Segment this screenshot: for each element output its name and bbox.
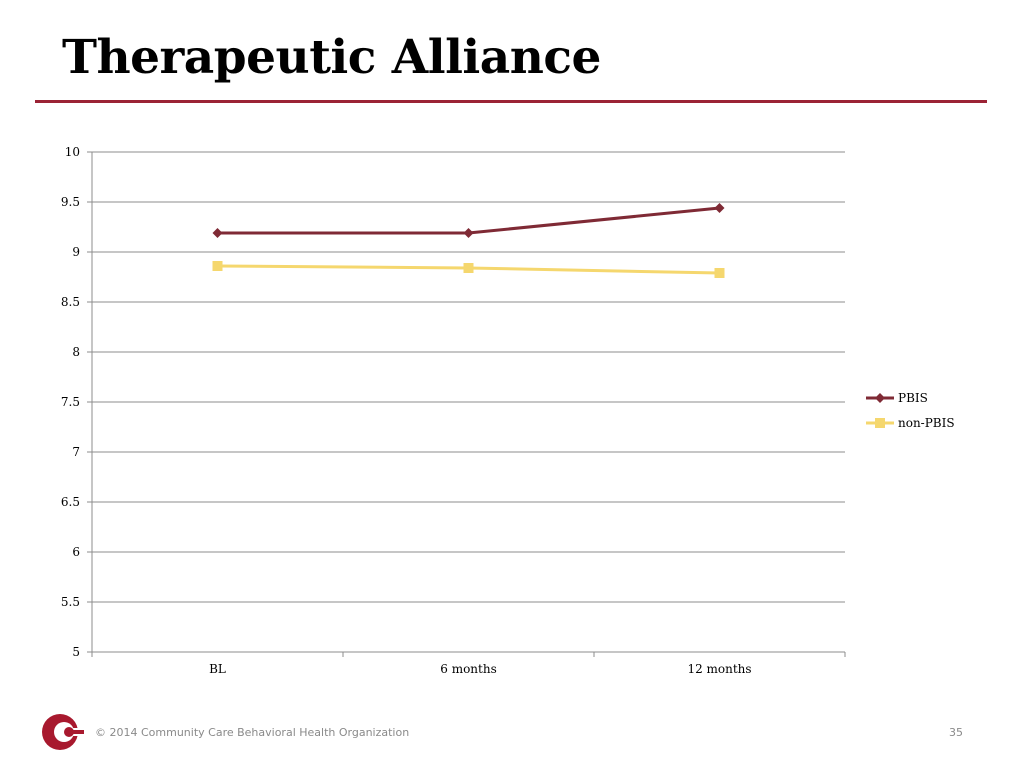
y-tick-label: 8 [72,345,80,359]
page-number: 35 [949,726,963,739]
title-divider [35,100,987,103]
y-tick-label: 6 [72,545,80,559]
y-tick-label: 8.5 [61,295,80,309]
legend-marker [875,393,885,403]
legend-marker [875,418,885,428]
community-care-logo-icon [42,714,84,750]
y-tick-label: 7 [72,445,80,459]
footer-copyright: © 2014 Community Care Behavioral Health … [95,726,410,739]
y-tick-label: 6.5 [61,495,80,509]
y-tick-label: 9 [72,245,80,259]
y-tick-label: 5 [72,645,80,659]
data-point [463,263,474,273]
legend-label: PBIS [898,391,928,405]
data-point [212,261,223,271]
x-tick-label: 12 months [687,662,751,676]
data-point [714,268,725,278]
y-tick-label: 10 [65,145,80,159]
data-point [714,203,725,213]
data-point [463,228,474,238]
y-tick-label: 9.5 [61,195,80,209]
y-tick-label: 5.5 [61,595,80,609]
y-tick-label: 7.5 [61,395,80,409]
x-tick-label: BL [209,662,226,676]
slide-title: Therapeutic Alliance [62,30,601,85]
x-tick-label: 6 months [440,662,497,676]
legend-label: non-PBIS [898,416,955,430]
data-point [212,228,223,238]
